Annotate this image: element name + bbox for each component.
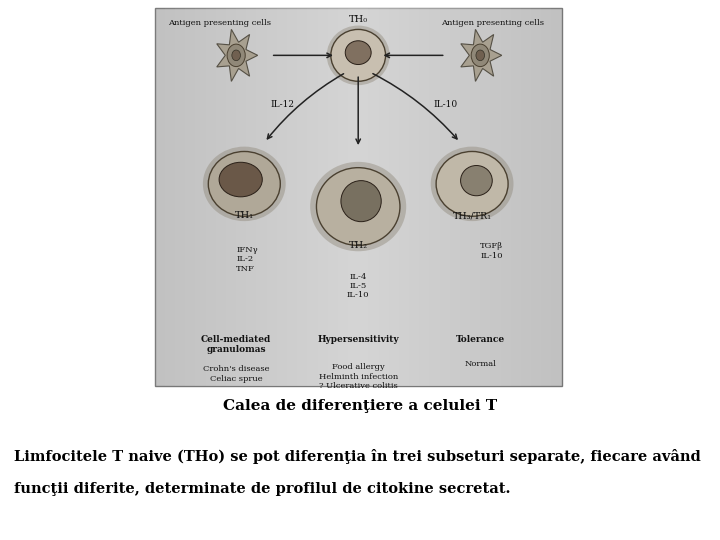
Ellipse shape xyxy=(219,162,262,197)
Text: Normal: Normal xyxy=(464,360,496,368)
Text: IL-4
IL-5
IL-10: IL-4 IL-5 IL-10 xyxy=(347,273,369,299)
Text: TH₀: TH₀ xyxy=(348,15,368,24)
Text: IFNγ
IL-2
TNF: IFNγ IL-2 TNF xyxy=(236,246,258,273)
FancyArrowPatch shape xyxy=(267,74,343,139)
FancyArrowPatch shape xyxy=(385,53,443,58)
Text: TGFβ
IL-10: TGFβ IL-10 xyxy=(480,242,503,260)
Text: Cell-mediated
granulomas: Cell-mediated granulomas xyxy=(201,335,271,354)
Text: Hypersensitivity: Hypersensitivity xyxy=(318,335,399,344)
Text: Tolerance: Tolerance xyxy=(456,335,505,344)
Text: Antigen presenting cells: Antigen presenting cells xyxy=(168,19,271,27)
Ellipse shape xyxy=(461,165,492,195)
Ellipse shape xyxy=(330,29,386,82)
FancyArrowPatch shape xyxy=(356,77,361,144)
Ellipse shape xyxy=(327,25,390,85)
Text: IL-10: IL-10 xyxy=(433,100,458,109)
FancyArrowPatch shape xyxy=(274,53,331,58)
Ellipse shape xyxy=(431,146,513,221)
Text: IL-12: IL-12 xyxy=(271,100,294,109)
Polygon shape xyxy=(217,29,258,82)
Text: funcţii diferite, determinate de profilul de citokine secretat.: funcţii diferite, determinate de profilu… xyxy=(14,482,511,496)
Ellipse shape xyxy=(345,41,371,65)
Text: TH₃/TR₁: TH₃/TR₁ xyxy=(453,212,492,220)
Ellipse shape xyxy=(341,180,382,221)
Ellipse shape xyxy=(203,146,286,221)
Text: Crohn's disease
Celiac sprue: Crohn's disease Celiac sprue xyxy=(203,366,269,382)
Text: Food allergy
Helminth infection
? Ulcerative colitis: Food allergy Helminth infection ? Ulcera… xyxy=(318,363,398,390)
Polygon shape xyxy=(461,29,502,82)
Text: Limfocitele T naive (THo) se pot diferenţia în trei subseturi separate, fiecare : Limfocitele T naive (THo) se pot diferen… xyxy=(14,449,701,464)
Ellipse shape xyxy=(436,151,508,216)
Ellipse shape xyxy=(232,50,240,60)
Text: Antigen presenting cells: Antigen presenting cells xyxy=(441,19,544,27)
Ellipse shape xyxy=(208,151,280,216)
Ellipse shape xyxy=(476,50,485,60)
Ellipse shape xyxy=(471,44,490,66)
FancyArrowPatch shape xyxy=(373,73,457,139)
Text: TH₂: TH₂ xyxy=(348,241,368,249)
Text: Calea de diferenţiere a celulei T: Calea de diferenţiere a celulei T xyxy=(223,399,497,413)
Ellipse shape xyxy=(227,44,246,66)
Text: TH₁: TH₁ xyxy=(235,212,254,220)
Ellipse shape xyxy=(310,162,406,251)
Ellipse shape xyxy=(316,167,400,245)
FancyBboxPatch shape xyxy=(155,8,562,386)
